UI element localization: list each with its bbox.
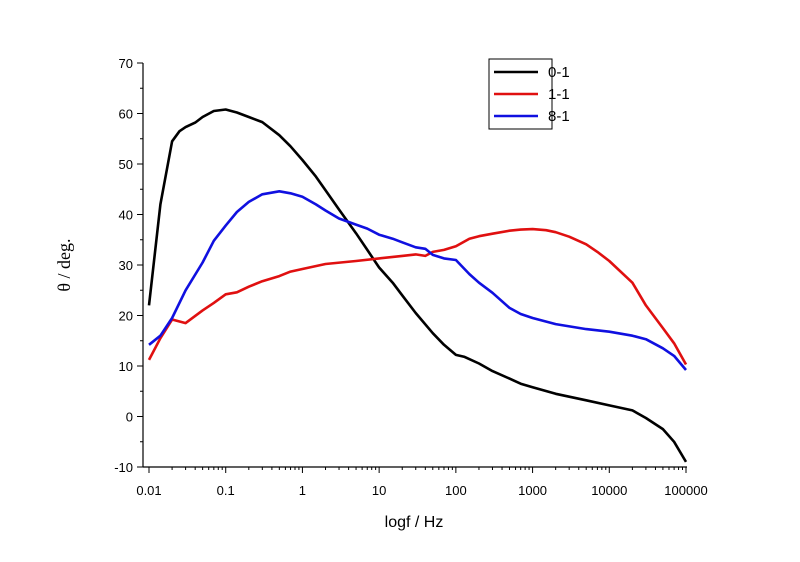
x-axis-ticks: 0.01 0.1 1 10 100 1000 10000 100000 <box>136 467 708 498</box>
x-tick-label: 0.01 <box>136 483 161 498</box>
y-tick-label: 30 <box>119 258 133 273</box>
x-tick-label: 10000 <box>591 483 627 498</box>
axes <box>142 63 687 468</box>
y-axis-ticks: -10 0 10 20 30 40 50 60 70 <box>114 56 143 475</box>
y-tick-label: 20 <box>119 309 133 324</box>
legend-label-1-1: 1-1 <box>548 86 570 103</box>
y-tick-label: 70 <box>119 56 133 71</box>
x-tick-label: 1 <box>299 483 306 498</box>
series-lines <box>147 108 688 463</box>
y-tick-label: 50 <box>119 157 133 172</box>
x-tick-label: 100 <box>445 483 467 498</box>
y-axis-title: θ / deg. <box>54 238 74 291</box>
x-tick-label: 10 <box>372 483 386 498</box>
x-tick-label: 0.1 <box>217 483 235 498</box>
x-tick-label: 1000 <box>518 483 547 498</box>
series-line-0-1 <box>147 108 688 463</box>
legend-label-0-1: 0-1 <box>548 64 570 81</box>
x-axis-title: logf / Hz <box>385 514 444 531</box>
y-tick-label: 40 <box>119 208 133 223</box>
y-tick-label: 60 <box>119 107 133 122</box>
legend: 0-1 1-1 8-1 <box>488 58 570 130</box>
x-tick-label: 100000 <box>664 483 707 498</box>
y-tick-label: 0 <box>126 410 133 425</box>
legend-label-8-1: 8-1 <box>548 108 570 125</box>
series-line-1-1 <box>147 227 688 366</box>
y-tick-label: 10 <box>119 359 133 374</box>
series-line-8-1 <box>148 190 687 371</box>
y-tick-label: -10 <box>114 460 133 475</box>
